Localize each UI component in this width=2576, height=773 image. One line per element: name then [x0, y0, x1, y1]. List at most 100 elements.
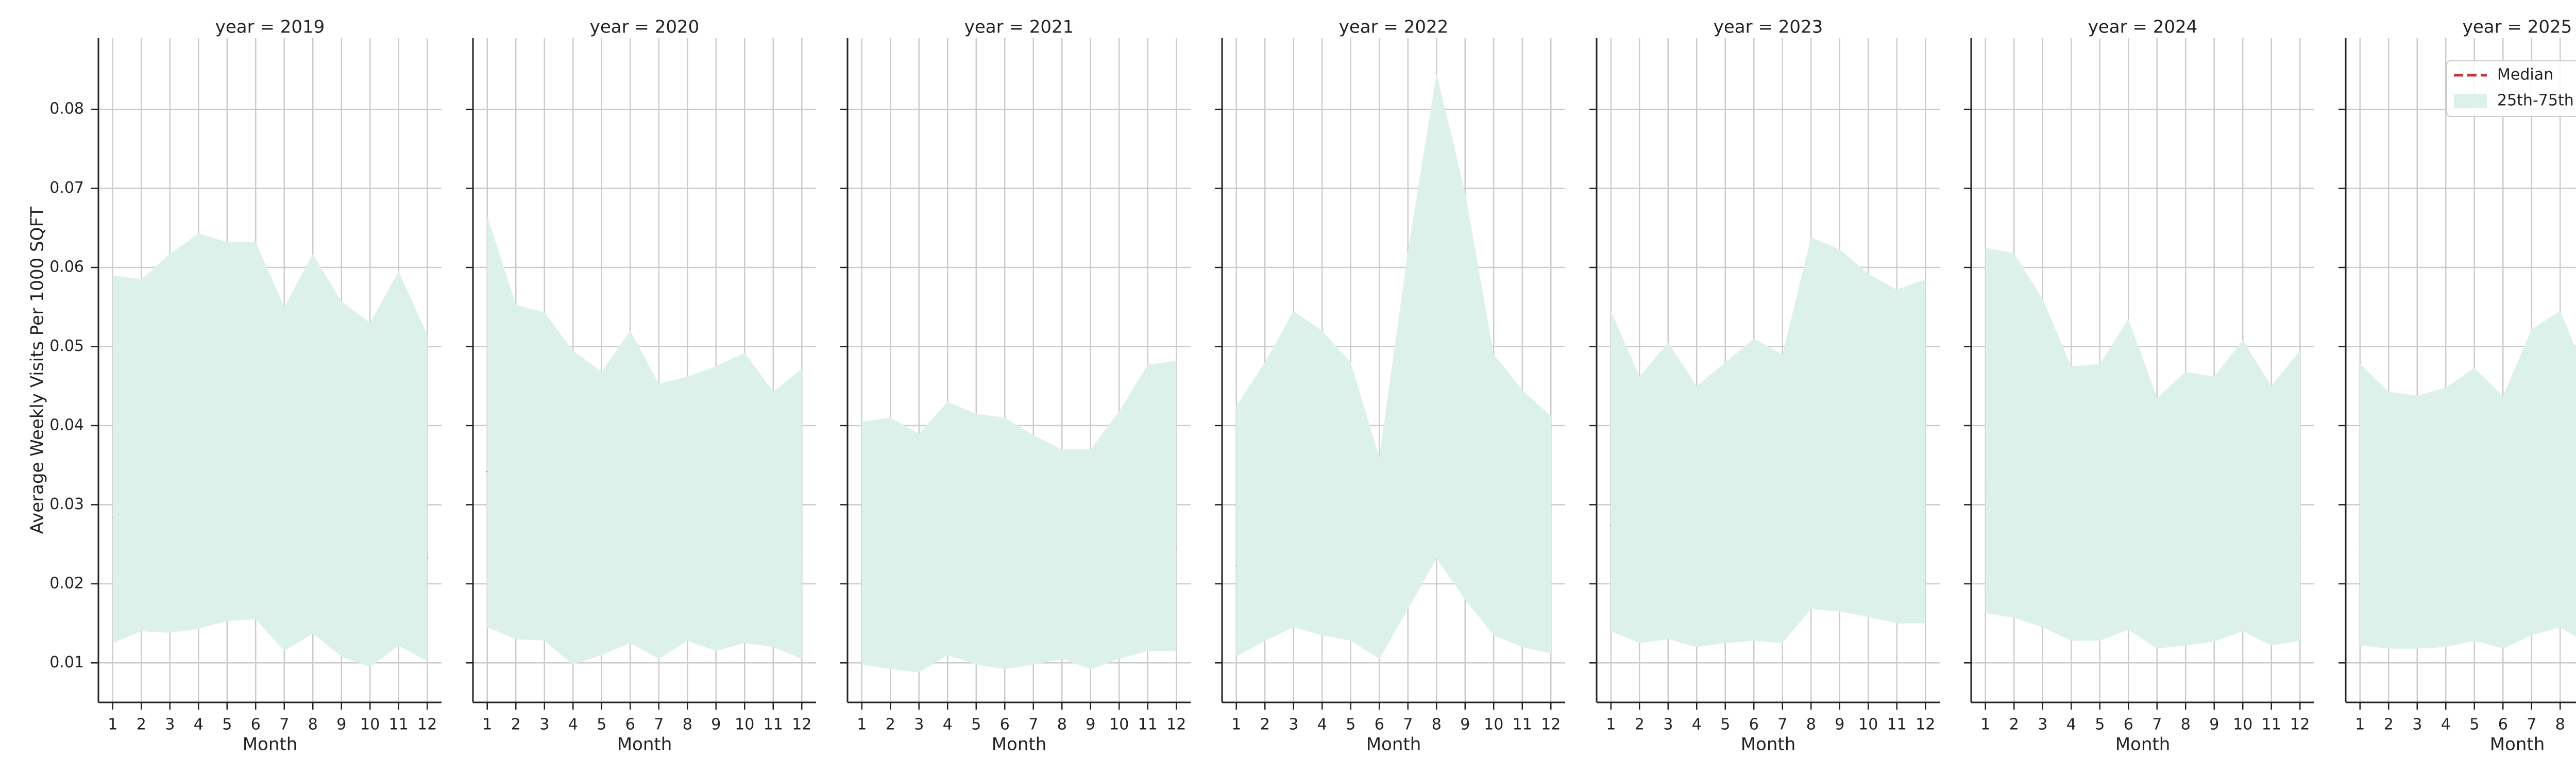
- x-tick-label: 5: [597, 716, 606, 734]
- x-tick-label: 7: [2527, 716, 2536, 734]
- x-tick-label: 9: [336, 716, 346, 734]
- x-tick-label: 12: [1166, 716, 1186, 734]
- y-tick-label: 0.01: [49, 653, 84, 671]
- x-tick-label: 3: [539, 716, 549, 734]
- x-tick-label: 2: [2384, 716, 2394, 734]
- panel-title: year = 2020: [590, 17, 699, 38]
- y-tick-label: 0.03: [49, 495, 84, 513]
- x-tick-label: 7: [654, 716, 664, 734]
- x-tick-label: 5: [2469, 716, 2479, 734]
- x-tick-label: 7: [1028, 716, 1038, 734]
- x-tick-label: 8: [2181, 716, 2191, 734]
- y-tick-label: 0.06: [49, 258, 84, 276]
- x-tick-label: 2: [886, 716, 895, 734]
- x-tick-label: 11: [1138, 716, 1158, 734]
- x-tick-label: 12: [792, 716, 811, 734]
- x-tick-label: 11: [2262, 716, 2281, 734]
- x-tick-label: 3: [2038, 716, 2047, 734]
- x-axis-label: Month: [1741, 734, 1796, 755]
- panel-title: year = 2025: [2463, 17, 2572, 38]
- x-axis-label: Month: [2490, 734, 2545, 755]
- x-tick-label: 12: [1541, 716, 1561, 734]
- x-tick-label: 7: [279, 716, 289, 734]
- x-tick-label: 2: [2009, 716, 2019, 734]
- x-tick-label: 2: [1635, 716, 1645, 734]
- x-tick-label: 4: [943, 716, 953, 734]
- x-tick-label: 3: [914, 716, 924, 734]
- x-tick-label: 9: [2209, 716, 2219, 734]
- legend-label: Median: [2497, 66, 2553, 84]
- percentile-band: [1985, 247, 2300, 649]
- x-tick-label: 6: [1749, 716, 1759, 734]
- percentile-band: [1611, 237, 1926, 647]
- legend: Median 25th-75th Percentile: [2446, 60, 2576, 117]
- x-tick-label: 8: [683, 716, 692, 734]
- x-tick-label: 12: [2290, 716, 2310, 734]
- x-axis-label: Month: [617, 734, 672, 755]
- x-tick-label: 11: [1513, 716, 1532, 734]
- x-tick-label: 3: [2412, 716, 2422, 734]
- x-tick-label: 12: [417, 716, 437, 734]
- x-tick-label: 10: [2233, 716, 2252, 734]
- panel-title: year = 2024: [2088, 17, 2197, 38]
- x-tick-label: 6: [251, 716, 261, 734]
- x-tick-label: 1: [1606, 716, 1616, 734]
- x-tick-label: 6: [2124, 716, 2133, 734]
- x-tick-label: 3: [165, 716, 175, 734]
- panel: 0.010.020.030.040.050.060.070.081 2 3 4 5 6 7 8…: [27, 17, 442, 755]
- x-tick-label: 1: [1231, 716, 1241, 734]
- x-tick-label: 1: [108, 716, 117, 734]
- panel-title: year = 2023: [1714, 17, 1823, 38]
- x-tick-label: 10: [735, 716, 754, 734]
- x-tick-label: 8: [2555, 716, 2565, 734]
- x-tick-label: 6: [1000, 716, 1010, 734]
- x-tick-label: 1: [857, 716, 867, 734]
- x-tick-label: 10: [360, 716, 380, 734]
- percentile-band: [1236, 74, 1551, 659]
- x-tick-label: 11: [764, 716, 783, 734]
- x-tick-label: 12: [1916, 716, 1935, 734]
- x-tick-label: 8: [1806, 716, 1816, 734]
- x-tick-label: 1: [2355, 716, 2365, 734]
- x-tick-label: 10: [1109, 716, 1129, 734]
- x-tick-label: 11: [1887, 716, 1907, 734]
- x-tick-label: 11: [389, 716, 409, 734]
- x-tick-label: 5: [1346, 716, 1355, 734]
- percentile-band: [2360, 311, 2576, 649]
- x-tick-label: 2: [511, 716, 521, 734]
- x-tick-label: 6: [2498, 716, 2508, 734]
- panel-title: year = 2021: [964, 17, 1074, 38]
- x-tick-label: 6: [625, 716, 635, 734]
- x-tick-label: 3: [1663, 716, 1673, 734]
- x-tick-label: 7: [1777, 716, 1787, 734]
- x-tick-label: 2: [137, 716, 146, 734]
- x-tick-label: 1: [482, 716, 492, 734]
- x-tick-label: 7: [2152, 716, 2162, 734]
- x-tick-label: 4: [194, 716, 204, 734]
- x-tick-label: 8: [1057, 716, 1067, 734]
- x-tick-label: 4: [2066, 716, 2076, 734]
- panel-title: year = 2022: [1339, 17, 1448, 38]
- x-tick-label: 10: [1484, 716, 1503, 734]
- x-tick-label: 2: [1260, 716, 1270, 734]
- percentile-band: [861, 361, 1177, 673]
- y-tick-label: 0.07: [49, 179, 84, 197]
- x-tick-label: 5: [222, 716, 232, 734]
- x-tick-label: 4: [1317, 716, 1327, 734]
- x-tick-label: 4: [1692, 716, 1702, 734]
- x-tick-label: 7: [1403, 716, 1413, 734]
- legend-swatch: [2454, 94, 2487, 108]
- y-tick-label: 0.05: [49, 337, 84, 355]
- y-tick-label: 0.02: [49, 574, 84, 592]
- x-tick-label: 9: [1835, 716, 1844, 734]
- x-tick-label: 1: [1980, 716, 1990, 734]
- x-tick-label: 4: [568, 716, 578, 734]
- x-axis-label: Month: [243, 734, 298, 755]
- x-axis-label: Month: [2115, 734, 2171, 755]
- percentile-band: [112, 233, 428, 667]
